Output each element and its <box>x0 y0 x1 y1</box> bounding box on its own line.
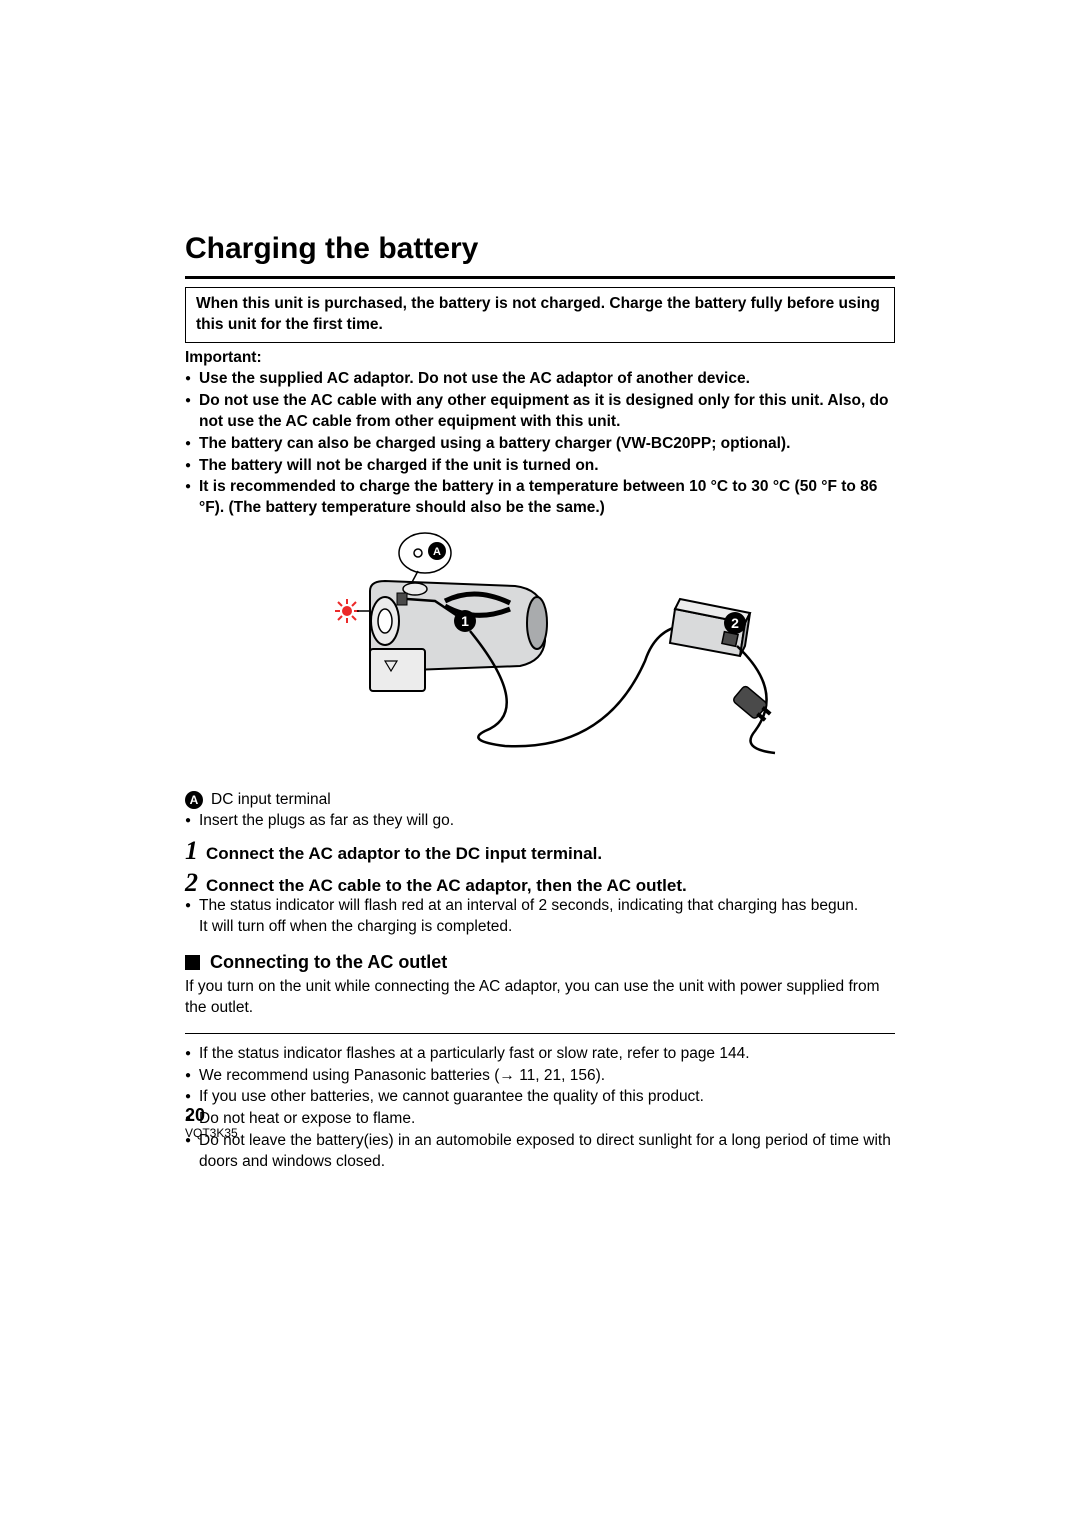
list-item: Do not use the AC cable with any other e… <box>185 391 895 433</box>
subheading-row: Connecting to the AC outlet <box>185 952 895 973</box>
separator-rule <box>185 1033 895 1034</box>
square-bullet-icon <box>185 955 200 970</box>
step-1: 1 Connect the AC adaptor to the DC input… <box>185 838 895 864</box>
list-item: Do not heat or expose to flame. <box>185 1109 895 1130</box>
svg-text:A: A <box>433 546 441 558</box>
list-item: If the status indicator flashes at a par… <box>185 1044 895 1065</box>
label-a-text: DC input terminal <box>211 789 331 811</box>
notes-list: If the status indicator flashes at a par… <box>185 1044 895 1174</box>
list-item: Use the supplied AC adaptor. Do not use … <box>185 369 895 390</box>
page-footer: 20 VQT3K35 <box>185 1105 238 1140</box>
diagram-note-list: Insert the plugs as far as they will go. <box>185 811 895 832</box>
step-2: 2 Connect the AC cable to the AC adaptor… <box>185 870 895 896</box>
step-2-sub: It will turn off when the charging is co… <box>185 917 895 938</box>
subheading-text: Connecting to the AC outlet <box>210 952 447 973</box>
title-rule <box>185 276 895 279</box>
page-title: Charging the battery <box>185 232 895 266</box>
label-a-badge: A <box>185 791 203 809</box>
diagram-svg: A <box>285 531 795 776</box>
list-item: It is recommended to charge the battery … <box>185 477 895 519</box>
page-number: 20 <box>185 1105 238 1126</box>
step-number: 2 <box>185 870 198 896</box>
svg-text:2: 2 <box>731 615 739 631</box>
list-item: Insert the plugs as far as they will go. <box>185 811 895 832</box>
doc-code: VQT3K35 <box>185 1126 238 1140</box>
step-text: Connect the AC adaptor to the DC input t… <box>206 844 602 864</box>
important-label: Important: <box>185 349 895 367</box>
label-a-row: A DC input terminal <box>185 789 895 811</box>
list-item: Do not leave the battery(ies) in an auto… <box>185 1131 895 1173</box>
charging-diagram: A <box>185 531 895 781</box>
step-number: 1 <box>185 838 198 864</box>
list-item: The battery can also be charged using a … <box>185 434 895 455</box>
sub-body: If you turn on the unit while connecting… <box>185 977 895 1019</box>
step-2-note: The status indicator will flash red at a… <box>185 896 895 917</box>
list-item: We recommend using Panasonic batteries (… <box>185 1066 895 1087</box>
list-item: The battery will not be charged if the u… <box>185 456 895 477</box>
step-text: Connect the AC cable to the AC adaptor, … <box>206 876 687 896</box>
important-list: Use the supplied AC adaptor. Do not use … <box>185 369 895 519</box>
manual-page: Charging the battery When this unit is p… <box>185 232 895 1174</box>
notice-box: When this unit is purchased, the battery… <box>185 287 895 343</box>
list-item: If you use other batteries, we cannot gu… <box>185 1087 895 1108</box>
svg-text:1: 1 <box>461 613 469 629</box>
